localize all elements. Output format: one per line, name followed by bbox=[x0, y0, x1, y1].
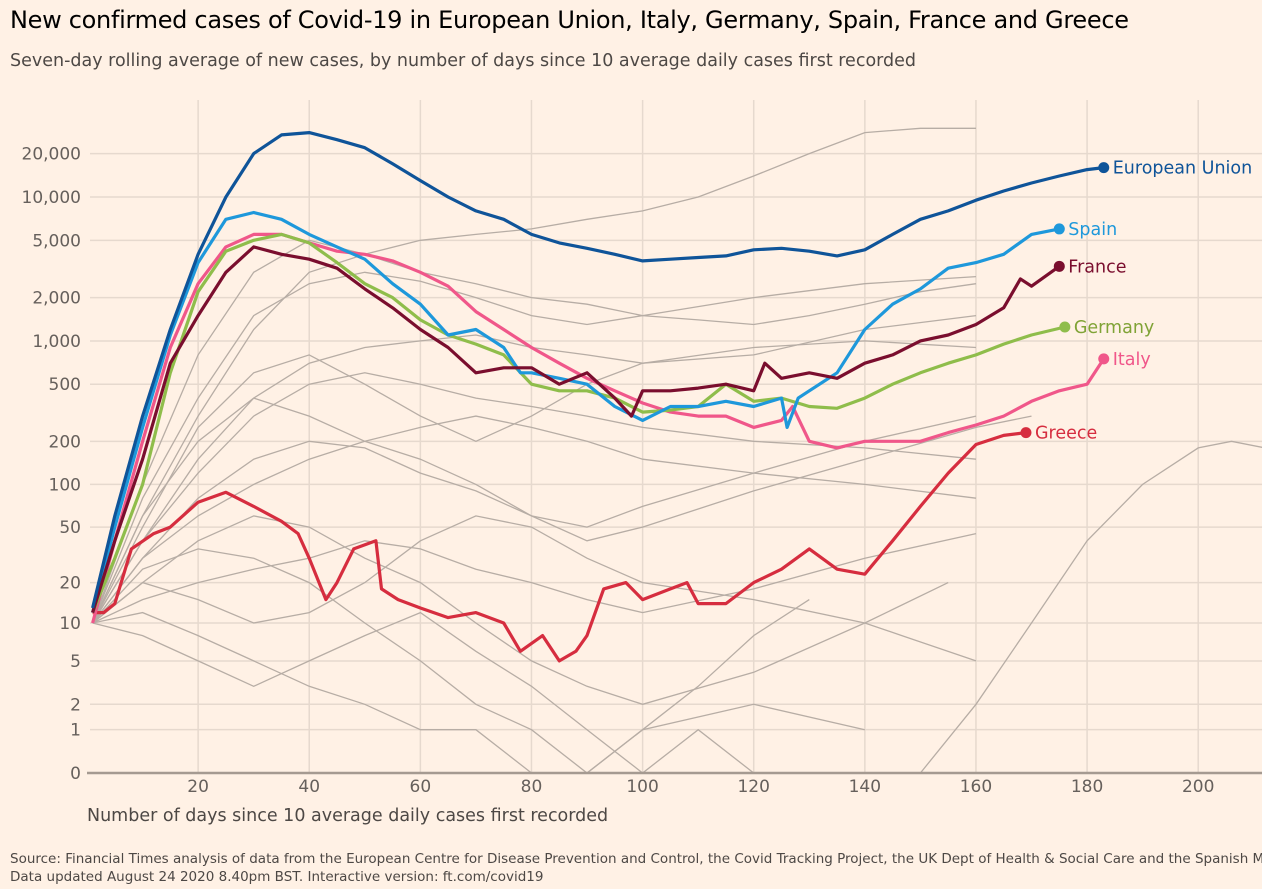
x-tick-label: 180 bbox=[1071, 777, 1103, 797]
germany-end-marker bbox=[1059, 321, 1071, 333]
other-country-line bbox=[92, 515, 949, 705]
y-tick-label: 20 bbox=[59, 574, 81, 594]
y-tick-label: 1,000 bbox=[32, 332, 81, 352]
other-country-line bbox=[92, 127, 976, 624]
x-tick-label: 140 bbox=[849, 777, 881, 797]
x-tick-label: 200 bbox=[1182, 777, 1214, 797]
y-tick-label: 5,000 bbox=[32, 231, 81, 251]
y-tick-label: 50 bbox=[59, 518, 81, 538]
european-union-line bbox=[91, 131, 1104, 609]
x-tick-label: 80 bbox=[521, 777, 543, 797]
other-country-line bbox=[91, 239, 977, 624]
chart-subtitle: Seven-day rolling average of new cases, … bbox=[10, 51, 917, 71]
spain-end-marker bbox=[1053, 223, 1065, 235]
y-tick-label: 2,000 bbox=[32, 289, 81, 309]
y-tick-label: 5 bbox=[70, 652, 81, 672]
y-tick-label: 200 bbox=[49, 432, 81, 452]
other-country-line bbox=[92, 415, 977, 624]
european-union-end-marker bbox=[1098, 162, 1110, 174]
y-tick-label: 20,000 bbox=[22, 145, 81, 165]
france-end-marker bbox=[1053, 260, 1065, 272]
y-tick-label: 100 bbox=[49, 475, 81, 495]
x-axis-label: Number of days since 10 average daily ca… bbox=[87, 806, 609, 826]
italy-line bbox=[91, 232, 1106, 624]
x-tick-label: 120 bbox=[737, 777, 769, 797]
france-line bbox=[91, 245, 1061, 614]
other-country-line bbox=[92, 340, 977, 624]
chart-plot: Greece Italy Germany Spain France European Un… bbox=[22, 100, 1262, 797]
source-note: Source: Financial Times analysis of data… bbox=[10, 850, 1262, 886]
x-tick-label: 40 bbox=[298, 777, 320, 797]
y-tick-label: 10 bbox=[59, 614, 81, 634]
other-country-line bbox=[92, 415, 977, 624]
other-country-line bbox=[92, 611, 755, 774]
x-tick-label: 100 bbox=[626, 777, 658, 797]
source-line-2: Data updated August 24 2020 8.40pm BST. … bbox=[10, 869, 544, 885]
x-tick-label: 20 bbox=[187, 777, 209, 797]
greece-end-marker bbox=[1020, 427, 1032, 439]
greece-line bbox=[92, 431, 1027, 663]
other-country-line bbox=[92, 532, 977, 624]
other-country-line bbox=[92, 397, 1032, 624]
y-tick-label: 2 bbox=[70, 695, 81, 715]
y-tick-label: 0 bbox=[70, 764, 81, 784]
y-tick-label: 1 bbox=[70, 721, 81, 741]
source-line-1: Source: Financial Times analysis of data… bbox=[10, 851, 1262, 867]
x-tick-label: 160 bbox=[960, 777, 992, 797]
other-country-line bbox=[92, 515, 977, 662]
y-tick-label: 10,000 bbox=[22, 188, 81, 208]
x-tick-label: 60 bbox=[410, 777, 432, 797]
european-union-label: European Union bbox=[1113, 159, 1252, 179]
spain-line bbox=[91, 210, 1060, 614]
germany-line bbox=[91, 232, 1066, 614]
other-country-line bbox=[92, 314, 977, 624]
other-country-line bbox=[919, 440, 1262, 774]
other-country-line bbox=[92, 611, 865, 774]
france-label: France bbox=[1068, 257, 1126, 277]
italy-end-marker bbox=[1098, 353, 1110, 365]
other-country-line bbox=[92, 372, 977, 624]
other-country-line bbox=[92, 548, 810, 774]
germany-label: Germany bbox=[1074, 318, 1154, 338]
italy-label: Italy bbox=[1113, 350, 1151, 370]
chart-title: New confirmed cases of Covid-19 in Europ… bbox=[10, 6, 1129, 34]
y-tick-label: 500 bbox=[49, 375, 81, 395]
spain-label: Spain bbox=[1068, 220, 1117, 240]
other-country-line bbox=[91, 271, 977, 624]
greece-label: Greece bbox=[1035, 424, 1097, 444]
